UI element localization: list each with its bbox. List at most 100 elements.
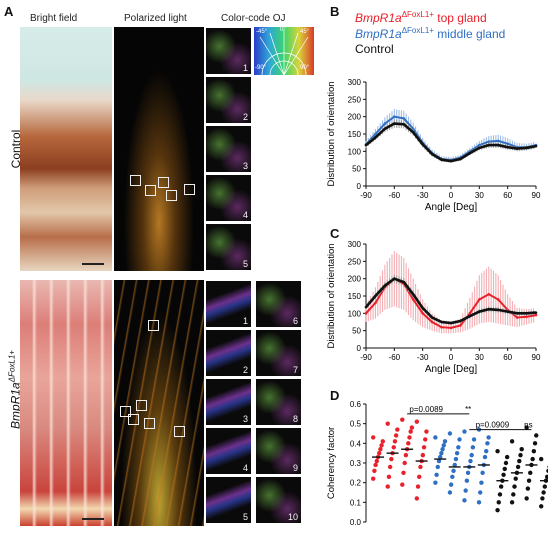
data-point [525,146,528,150]
x-tick-label: -60 [389,191,401,200]
data-point [476,500,482,505]
data-point [468,458,473,464]
data-point [415,484,421,489]
y-tick-label: 50 [352,327,361,336]
data-point [470,445,476,450]
roi-box [145,185,156,196]
data-point [434,472,439,477]
roi-box [184,184,195,195]
data-point [487,292,491,296]
y-tick-label: 0.3 [350,459,362,468]
data-point [512,484,517,489]
scale-bar [82,518,104,520]
data-point [439,450,444,456]
data-point [430,316,434,319]
data-point [436,458,442,464]
y-tick-label: 0.5 [350,420,362,429]
data-point [374,136,377,139]
data-point [496,139,500,143]
data-point [487,307,491,311]
data-point [506,145,509,149]
data-point [545,474,548,479]
data-point [462,429,467,434]
oj-tile-control-2: 2 [206,77,251,123]
data-point [509,500,515,505]
data-point [437,454,443,460]
data-point [411,292,415,296]
data-point [468,314,472,318]
oj-tile-mutant-5: 5 [206,477,251,523]
data-point [421,445,427,450]
data-point [484,449,489,454]
color-code-wheel: -45° 0° 45° -90° 90° [254,27,314,75]
y-tick-label: 300 [348,240,362,249]
oj-tile-control-3: 3 [206,126,251,172]
y-tick-label: 150 [348,292,362,301]
wheel-label-m45: -45° [256,29,268,35]
oj-tile-mutant-7: 7 [256,330,301,376]
x-tick-label: -60 [389,353,401,362]
data-point [447,431,453,436]
data-point [417,474,422,479]
data-point [517,458,522,464]
y-axis-label: Coherency factor [326,427,337,499]
wheel-label-p90: 90° [300,65,310,71]
data-point [534,311,538,314]
data-point [364,305,368,309]
data-point [440,325,443,329]
data-point [486,435,491,440]
y-tick-label: 200 [348,275,362,284]
data-point [449,321,453,325]
significance-ns: ns [524,421,532,430]
oj-tile-mutant-10: 10 [256,477,301,523]
data-point [502,466,507,472]
data-point [380,439,385,444]
roi-box [130,175,141,186]
p-value-label: p=0.0089 [409,405,443,414]
data-point [478,298,481,301]
data-point [393,115,396,118]
data-point [487,140,491,143]
panel-b-letter: B [330,4,340,19]
data-point [403,452,409,458]
data-point [371,435,376,440]
x-tick-label: 30 [475,191,484,200]
data-point [462,498,467,503]
data-point [409,425,415,430]
wheel-lines [259,29,309,75]
data-point [414,419,420,424]
x-tick-label: 0 [449,353,454,362]
data-point [385,484,390,489]
data-point [448,482,454,487]
data-point [459,319,462,323]
bright-field-control-image [20,27,112,271]
data-point [459,324,462,327]
scale-bar [82,263,104,265]
data-point [534,313,538,317]
data-point [525,486,531,491]
data-point [421,143,424,146]
data-point [459,157,462,161]
wheel-label-p45: 45° [300,29,310,35]
y-tick-label: 250 [348,257,362,266]
data-point [532,441,538,446]
data-point [501,472,506,477]
data-point [441,443,446,448]
data-point [534,433,539,438]
x-tick-label: 0 [449,191,454,200]
data-point [539,456,544,462]
roi-box [158,177,169,188]
data-point [495,449,500,454]
data-point [393,122,396,125]
data-point [468,312,472,315]
column-header-polarized-light: Polarized light [124,13,187,24]
data-point [469,452,474,458]
data-point [478,146,481,150]
y-tick-label: 0.1 [350,498,362,507]
data-point [393,277,396,280]
data-point [450,474,455,479]
data-point [513,476,518,481]
data-point [400,417,405,422]
data-point [547,465,548,469]
data-point [379,443,384,448]
